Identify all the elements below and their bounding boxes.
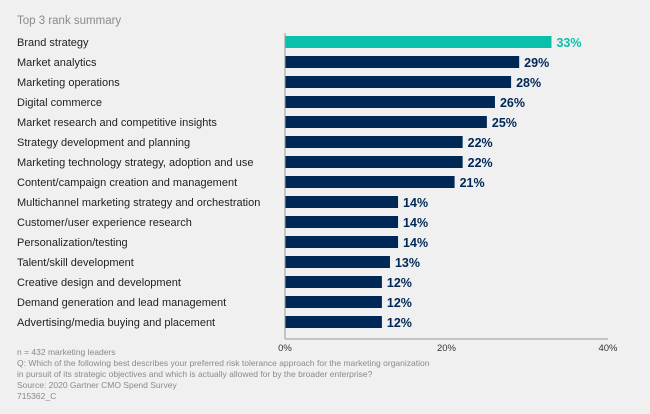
bar bbox=[285, 236, 399, 248]
category-label: Multichannel marketing strategy and orch… bbox=[17, 197, 260, 209]
category-label: Marketing operations bbox=[17, 77, 120, 89]
footer-source: Source: 2020 Gartner CMO Spend Survey bbox=[17, 380, 177, 390]
bar bbox=[285, 36, 552, 48]
category-label: Advertising/media buying and placement bbox=[17, 317, 215, 329]
value-label: 22% bbox=[468, 136, 493, 150]
value-label: 33% bbox=[556, 36, 581, 50]
footer-sample-size: n = 432 marketing leaders bbox=[17, 347, 116, 357]
bar bbox=[285, 316, 382, 328]
footer-question-line2: in pursuit of its strategic objectives a… bbox=[17, 369, 373, 379]
category-label: Digital commerce bbox=[17, 97, 102, 109]
bar bbox=[285, 256, 390, 268]
value-label: 26% bbox=[500, 96, 525, 110]
category-label: Strategy development and planning bbox=[17, 137, 190, 149]
category-label: Market analytics bbox=[17, 57, 97, 69]
x-tick-label: 0% bbox=[278, 343, 292, 354]
value-label: 13% bbox=[395, 256, 420, 270]
bar bbox=[285, 96, 495, 108]
bar bbox=[285, 276, 382, 288]
value-label: 14% bbox=[403, 216, 428, 230]
bar bbox=[285, 116, 487, 128]
category-label: Creative design and development bbox=[17, 277, 181, 289]
footer-question-line1: Q: Which of the following best describes… bbox=[17, 358, 430, 368]
x-tick-label: 20% bbox=[437, 343, 457, 354]
value-label: 22% bbox=[468, 156, 493, 170]
footer-id: 715362_C bbox=[17, 391, 57, 401]
value-label: 12% bbox=[387, 296, 412, 310]
bar bbox=[285, 76, 512, 88]
value-label: 12% bbox=[387, 276, 412, 290]
bar bbox=[285, 196, 399, 208]
value-label: 14% bbox=[403, 236, 428, 250]
category-label: Market research and competitive insights bbox=[17, 117, 217, 129]
category-label: Demand generation and lead management bbox=[17, 297, 226, 309]
value-label: 14% bbox=[403, 196, 428, 210]
chart-subtitle: Top 3 rank summary bbox=[17, 15, 122, 27]
x-tick-label: 40% bbox=[598, 343, 618, 354]
value-label: 29% bbox=[524, 56, 549, 70]
bar bbox=[285, 156, 463, 168]
bar bbox=[285, 56, 520, 68]
value-label: 12% bbox=[387, 316, 412, 330]
category-label: Content/campaign creation and management bbox=[17, 177, 237, 189]
category-label: Talent/skill development bbox=[17, 257, 134, 269]
bar bbox=[285, 296, 382, 308]
value-label: 28% bbox=[516, 76, 541, 90]
bar bbox=[285, 216, 399, 228]
category-label: Customer/user experience research bbox=[17, 217, 192, 229]
category-label: Brand strategy bbox=[17, 37, 89, 49]
bar bbox=[285, 136, 463, 148]
value-label: 21% bbox=[460, 176, 485, 190]
category-label: Personalization/testing bbox=[17, 237, 128, 249]
value-label: 25% bbox=[492, 116, 517, 130]
bar bbox=[285, 176, 455, 188]
category-label: Marketing technology strategy, adoption … bbox=[17, 157, 253, 169]
